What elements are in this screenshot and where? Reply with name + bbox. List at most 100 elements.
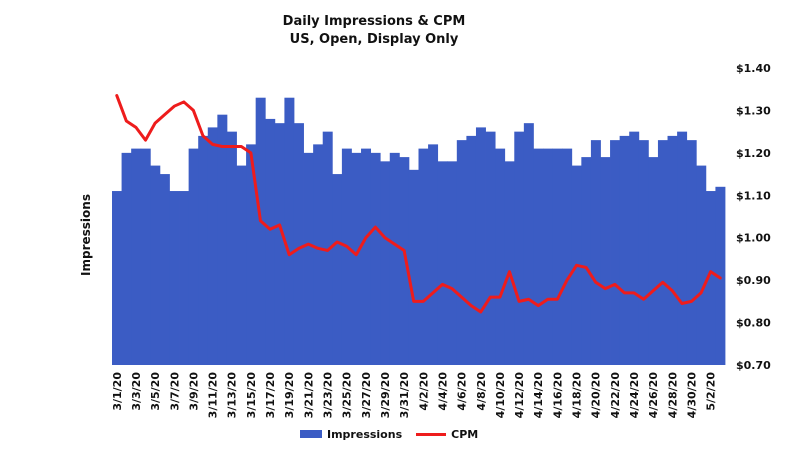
legend-label-cpm: CPM (451, 427, 479, 441)
x-tick-label: 3/9/20 (187, 372, 200, 411)
impressions-bar (543, 148, 553, 365)
y-right-ticks: $1.40 $1.30 $1.20 $1.10 $1.00 $0.90 $0.80 $0.70 (736, 62, 771, 372)
impressions-bar (475, 127, 486, 366)
impressions-bar (207, 127, 218, 366)
impressions-bar (408, 169, 419, 365)
impressions-bar (361, 148, 372, 365)
x-tick-label: 3/7/20 (168, 372, 181, 411)
legend-swatch-cpm (416, 432, 447, 436)
x-tick-label: 3/19/20 (283, 372, 296, 419)
impressions-bar (179, 191, 190, 365)
chart-subtitle: US, Open, Display Only (289, 32, 459, 47)
impressions-bar (169, 191, 180, 365)
impressions-bar (293, 123, 304, 365)
x-tick-label: 3/17/20 (264, 372, 277, 419)
y-tick-label: $1.00 (736, 232, 771, 245)
impressions-bar (504, 161, 515, 365)
legend: Impressions CPM (300, 426, 492, 442)
legend-item-cpm: CPM (416, 428, 478, 441)
impressions-bar (303, 152, 314, 365)
impressions-bar (380, 161, 391, 365)
impressions-bar (437, 161, 448, 365)
impressions-bar (667, 135, 678, 365)
impressions-bar (112, 191, 122, 365)
impressions-bar (332, 174, 343, 365)
impressions-bar (341, 148, 352, 365)
x-tick-label: 4/22/20 (609, 372, 622, 419)
x-tick-label: 3/21/20 (302, 372, 315, 419)
impressions-bar (188, 148, 199, 365)
x-tick-label: 4/6/20 (456, 372, 469, 411)
y-axis-label: Impressions (79, 194, 93, 276)
impressions-bar (648, 157, 659, 365)
impressions-bar (447, 161, 458, 365)
x-tick-label: 4/4/20 (436, 372, 449, 411)
impressions-bar (514, 131, 525, 365)
x-tick-label: 4/30/20 (685, 372, 698, 419)
impressions-bar (217, 114, 228, 365)
x-tick-label: 4/28/20 (666, 372, 679, 419)
x-ticks: 3/1/20 3/3/20 3/5/20 3/7/20 3/9/20 3/11/20 3/1… (111, 372, 718, 419)
impressions-bar (581, 157, 592, 365)
x-tick-label: 3/25/20 (341, 372, 354, 419)
impressions-bar (131, 148, 142, 365)
impressions-bar (638, 140, 649, 365)
cpm-line (115, 94, 722, 314)
x-tick-label: 4/20/20 (590, 372, 603, 419)
y-tick-label: $1.40 (736, 62, 771, 75)
chart-title: Daily Impressions & CPM (282, 14, 466, 29)
impressions-bar (523, 123, 534, 365)
impressions-bar (552, 148, 563, 365)
x-tick-label: 4/8/20 (475, 372, 488, 411)
y-tick-label: $0.90 (736, 274, 771, 287)
impressions-bar (159, 174, 170, 365)
y-tick-label: $1.20 (736, 147, 771, 160)
impressions-bar (226, 131, 237, 365)
impressions-bar (418, 148, 429, 365)
impressions-bar (619, 135, 630, 365)
impressions-bar (495, 148, 506, 365)
impressions-bar (686, 140, 697, 365)
impressions-bar (236, 165, 247, 365)
x-tick-label: 3/23/20 (322, 372, 335, 419)
legend-label-impressions: Impressions (327, 427, 403, 441)
x-tick-label: 4/14/20 (532, 372, 545, 419)
legend-item-impressions: Impressions (300, 428, 402, 441)
y-tick-label: $0.70 (736, 359, 771, 372)
impressions-bar (255, 97, 266, 365)
impressions-bar (696, 165, 707, 365)
impressions-bar (428, 144, 439, 365)
chart-title-block: Daily Impressions & CPM US, Open, Displa… (0, 13, 788, 49)
impressions-bar (533, 148, 544, 365)
impressions-bar (715, 186, 726, 365)
impressions-bar (370, 152, 381, 365)
impressions-bar (284, 97, 295, 365)
x-tick-label: 4/2/20 (417, 372, 430, 411)
impressions-bar (677, 131, 688, 365)
x-tick-label: 3/3/20 (130, 372, 143, 411)
x-tick-label: 4/12/20 (513, 372, 526, 419)
impressions-bar (600, 157, 611, 365)
x-tick-label: 3/29/20 (379, 372, 392, 419)
impressions-bar (246, 144, 257, 365)
impressions-bars (112, 97, 726, 366)
y-tick-label: $1.30 (736, 104, 771, 117)
x-tick-label: 3/31/20 (398, 372, 411, 419)
impressions-bar (466, 135, 477, 365)
x-tick-label: 4/18/20 (571, 372, 584, 419)
legend-swatch-impressions (300, 430, 322, 438)
x-tick-label: 3/11/20 (207, 372, 220, 419)
y-tick-label: $0.80 (736, 317, 771, 330)
x-tick-label: 3/1/20 (111, 372, 124, 411)
x-tick-label: 3/15/20 (245, 372, 258, 419)
impressions-bar (610, 140, 621, 365)
impressions-bar (562, 148, 573, 365)
impressions-bar (389, 152, 400, 365)
impressions-bar (399, 157, 410, 365)
impressions-bar (313, 144, 324, 365)
impressions-bar (456, 140, 467, 365)
impressions-bar (274, 123, 285, 365)
impressions-bar (351, 152, 362, 365)
x-tick-label: 3/13/20 (226, 372, 239, 419)
